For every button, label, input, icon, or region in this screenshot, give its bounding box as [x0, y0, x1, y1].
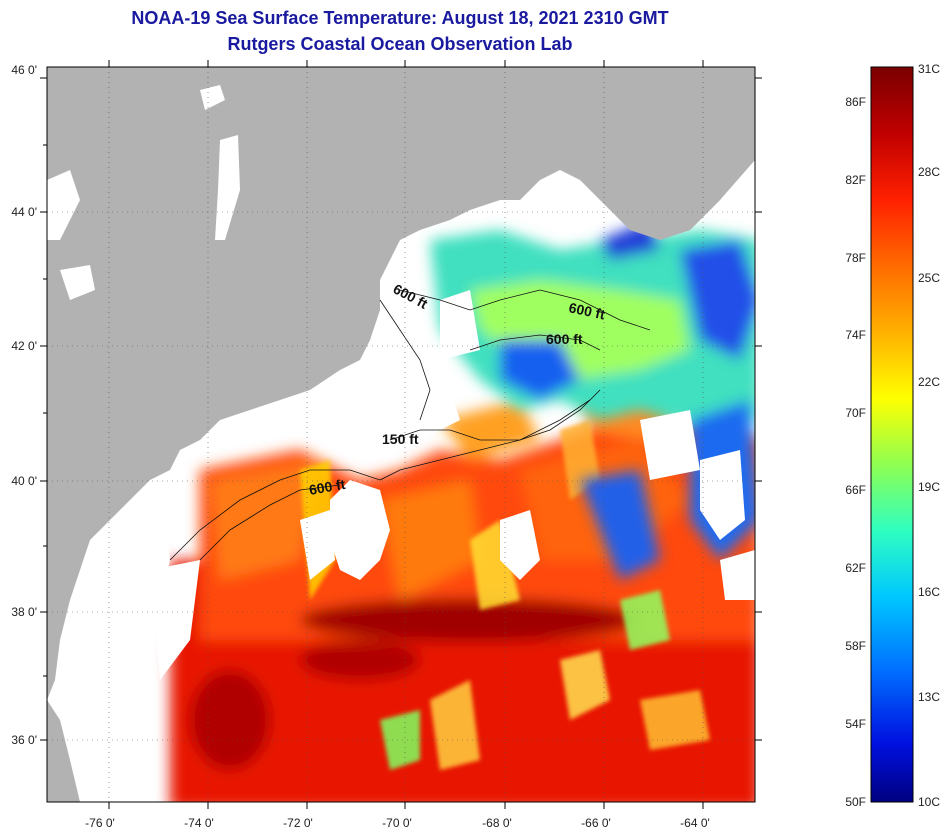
contour-label: 600 ft: [308, 476, 347, 498]
latitude-label: 46 0': [11, 63, 37, 77]
colorbar-fahrenheit-label: 74F: [845, 328, 866, 342]
colorbar-celsius-label: 13C: [918, 690, 940, 704]
colorbar-fahrenheit-label: 86F: [845, 95, 866, 109]
sst-field-cool: [430, 220, 755, 580]
map-border: [46, 66, 756, 803]
longitude-label: -76 0': [85, 816, 115, 830]
longitude-label: -72 0': [283, 816, 313, 830]
colorbar-fahrenheit-label: 58F: [845, 639, 866, 653]
contour-label: 150 ft: [382, 431, 419, 447]
latitude-label: 42 0': [11, 339, 37, 353]
colorbar-celsius-label: 28C: [918, 165, 940, 179]
colorbar-celsius-label: 22C: [918, 375, 940, 389]
page-title: NOAA-19 Sea Surface Temperature: August …: [131, 8, 669, 28]
longitude-label: -64 0': [680, 816, 710, 830]
colorbar-fahrenheit-label: 62F: [845, 561, 866, 575]
colorbar-celsius-label: 16C: [918, 585, 940, 599]
bathymetry-contours: [169, 289, 651, 561]
colorbar-fahrenheit-label: 82F: [845, 173, 866, 187]
colorbar-celsius-label: 10C: [918, 795, 940, 809]
latitude-label: 38 0': [11, 605, 37, 619]
colorbar-fahrenheit-label: 70F: [845, 406, 866, 420]
contour-label: 600 ft: [567, 299, 606, 322]
latitude-label: 36 0': [11, 733, 37, 747]
colorbar-fahrenheit-label: 78F: [845, 251, 866, 265]
cloud-mask: [47, 290, 755, 800]
contour-label: 600 ft: [546, 331, 583, 347]
longitude-label: -74 0': [184, 816, 214, 830]
longitude-label: -70 0': [382, 816, 412, 830]
colorbar: [870, 66, 914, 803]
colorbar-celsius-label: 31C: [918, 62, 940, 76]
colorbar-fahrenheit-label: 66F: [845, 483, 866, 497]
latitude-label: 40 0': [11, 474, 37, 488]
colorbar-celsius-label: 19C: [918, 480, 940, 494]
longitude-label: -66 0': [581, 816, 611, 830]
inland-lakes: [47, 85, 240, 300]
colorbar-fahrenheit-label: 50F: [845, 795, 866, 809]
colorbar-fahrenheit-label: 54F: [845, 717, 866, 731]
latitude-label: 44 0': [11, 205, 37, 219]
colorbar-fahrenheit-labels: 86F 82F 78F 74F 70F 66F 62F 58F 54F 50F: [845, 95, 866, 809]
longitude-label: -68 0': [482, 816, 512, 830]
colorbar-celsius-labels: 31C 28C 25C 22C 19C 16C 13C 10C: [918, 62, 940, 809]
page-subtitle: Rutgers Coastal Ocean Observation Lab: [227, 34, 573, 54]
grid-lines: [47, 67, 755, 802]
axis-ticks: [40, 60, 762, 809]
colorbar-celsius-label: 25C: [918, 271, 940, 285]
